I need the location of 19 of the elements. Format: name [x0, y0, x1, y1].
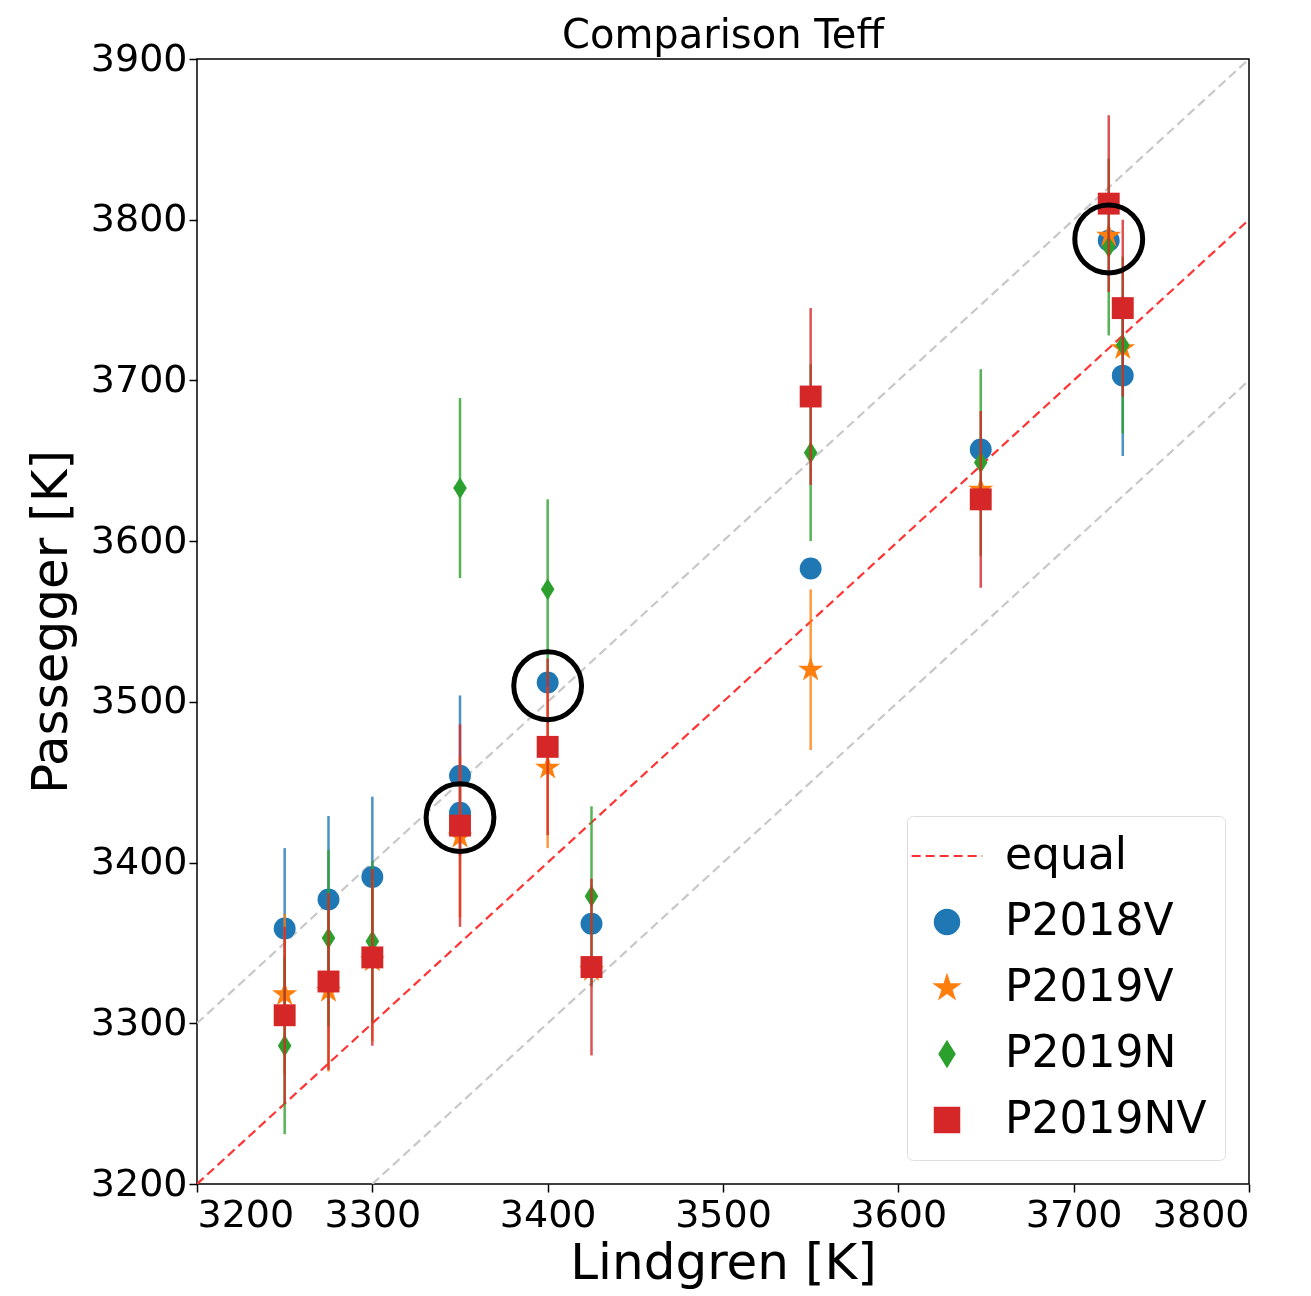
- y-tick-label: 3700: [90, 356, 188, 401]
- x-tick-label: 3800: [1152, 1191, 1250, 1236]
- legend-label: P2019V: [1005, 960, 1174, 1011]
- x-tick-label: 3200: [197, 1191, 295, 1236]
- chart-title: Comparison Teff: [561, 11, 886, 57]
- y-tick-label: 3200: [90, 1160, 188, 1205]
- legend-label: P2019NV: [1005, 1092, 1207, 1143]
- legend-label: P2019N: [1005, 1026, 1177, 1077]
- x-tick-label: 3700: [1025, 1191, 1123, 1236]
- y-tick-label: 3400: [90, 839, 188, 884]
- y-tick-label: 3900: [90, 35, 188, 80]
- y-axis-title: Passegger [K]: [20, 450, 79, 794]
- y-tick-label: 3800: [90, 196, 188, 241]
- y-tick-label: 3500: [90, 678, 188, 723]
- y-tick-label: 3300: [90, 999, 188, 1044]
- x-tick-label: 3300: [324, 1191, 422, 1236]
- legend-label: P2018V: [1005, 894, 1174, 945]
- legend-label: equal: [1005, 828, 1128, 879]
- y-tick-label: 3600: [90, 517, 188, 562]
